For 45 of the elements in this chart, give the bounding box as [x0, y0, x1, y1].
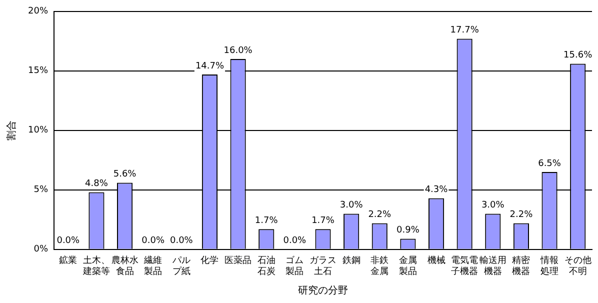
x-tick-label: 繊維製品 — [143, 255, 162, 277]
data-label: 6.5% — [538, 158, 562, 169]
x-tick-label: 土木、建築等 — [82, 255, 110, 277]
data-label: 1.7% — [254, 216, 278, 226]
y-tick-label: 0% — [34, 244, 48, 255]
x-tick-label: 医薬品 — [224, 255, 252, 266]
data-label: 2.2% — [510, 210, 534, 220]
data-label: 4.8% — [85, 179, 108, 190]
data-label: 0.0% — [170, 236, 194, 246]
x-tick-label: 農林水食品 — [111, 255, 138, 277]
x-tick-label: 鉱業 — [59, 255, 78, 266]
data-label: 1.7% — [312, 216, 335, 226]
data-label: 0.0% — [283, 236, 307, 246]
y-tick-label: 5% — [34, 185, 48, 196]
data-label: 0.0% — [56, 236, 80, 246]
y-axis-title: 割合 — [6, 120, 18, 140]
data-label: 15.6% — [564, 50, 593, 61]
x-tick-label: 情報処理 — [540, 255, 559, 277]
x-tick-label: 輸送用機器 — [479, 255, 506, 277]
data-label: 0.0% — [142, 236, 165, 246]
x-tick-label: 化学 — [200, 255, 219, 266]
data-label: 5.6% — [113, 170, 137, 180]
x-tick-label: ガラス土石 — [310, 256, 336, 277]
x-tick-label: 電気電子機器 — [451, 255, 478, 277]
data-label: 4.3% — [424, 185, 448, 196]
x-tick-label: ゴム製品 — [286, 255, 304, 277]
data-label: 0.9% — [396, 226, 420, 236]
x-tick-label: 石油石炭 — [257, 255, 276, 277]
y-tick-label: 10% — [28, 126, 48, 136]
x-tick-label: 精密機器 — [512, 255, 530, 277]
x-tick-label: 機械 — [427, 255, 446, 266]
y-tick-label: 20% — [28, 6, 48, 17]
data-label: 3.0% — [481, 200, 505, 211]
data-label: 16.0% — [224, 46, 253, 56]
data-label: 14.7% — [195, 61, 224, 72]
data-label: 3.0% — [340, 200, 364, 211]
x-axis-title: 研究の分野 — [298, 284, 348, 297]
x-tick-label: 非鉄金属 — [370, 255, 389, 277]
y-tick-label: 15% — [28, 66, 48, 76]
data-label: 2.2% — [368, 210, 392, 220]
x-tick-label: その他不明 — [564, 255, 592, 277]
x-tick-label: パルプ紙 — [171, 256, 190, 277]
x-tick-label: 鉄鋼 — [342, 255, 360, 266]
x-tick-label: 金属製品 — [398, 255, 417, 277]
data-label: 17.7% — [450, 26, 480, 36]
